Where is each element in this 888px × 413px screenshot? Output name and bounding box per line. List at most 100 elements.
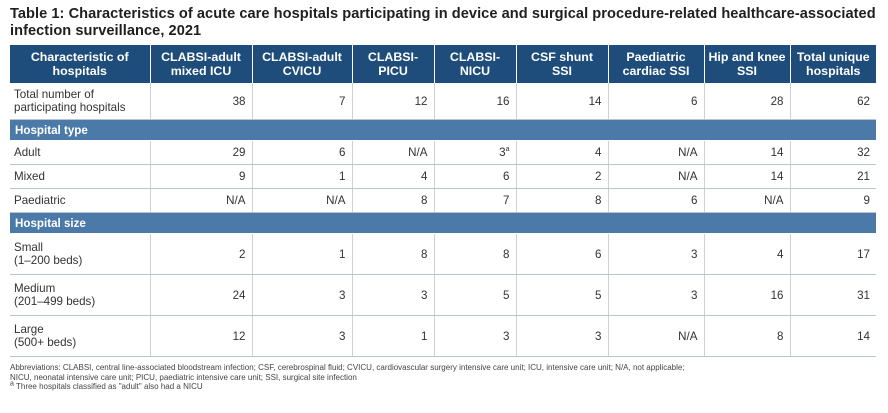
table-cell: 5 <box>434 274 517 316</box>
row-label: Adult <box>10 140 151 165</box>
table-cell: 6 <box>252 140 353 165</box>
table-cell: 1 <box>252 233 353 275</box>
table-cell: 1 <box>352 315 435 357</box>
footnotes: Abbreviations: CLABSI, central line-asso… <box>10 363 878 392</box>
table-cell: N/A <box>150 188 253 213</box>
section-label: Hospital type <box>10 119 876 141</box>
row-label: Mixed <box>10 164 151 189</box>
row-label-line1: Large <box>14 323 44 336</box>
footnote-a: a Three hospitals classified as "adult" … <box>10 380 878 392</box>
table-cell: 2 <box>516 164 609 189</box>
column-header: CLABSI-adult CVICU <box>252 45 353 83</box>
table-cell: 14 <box>516 83 609 120</box>
table-cell: 62 <box>790 83 876 120</box>
table-cell: 3 <box>352 274 435 316</box>
table-cell: 8 <box>434 233 517 275</box>
row-label: Total number of participating hospitals <box>10 83 151 120</box>
column-header: CSF shunt SSI <box>516 45 609 83</box>
table-row: Paediatric N/A N/A 8 7 8 6 N/A 9 <box>10 188 876 213</box>
table-row: Medium (201–499 beds) 24 3 3 5 5 3 16 31 <box>10 274 876 316</box>
row-label: Medium (201–499 beds) <box>10 274 151 316</box>
table-cell: 2 <box>150 233 253 275</box>
table-cell: 14 <box>704 164 791 189</box>
row-label: Paediatric <box>10 188 151 213</box>
row-label-line2: (500+ beds) <box>14 336 77 349</box>
cell-value: 3 <box>499 146 506 159</box>
column-header: Characteristic of hospitals <box>10 45 151 83</box>
table-cell: 4 <box>704 233 791 275</box>
row-label-line2: participating hospitals <box>14 101 126 114</box>
footnote-marker: a <box>505 146 510 154</box>
table-cell: N/A <box>608 315 705 357</box>
row-label-line1: Medium <box>14 282 56 295</box>
column-header: Paediatric cardiac SSI <box>608 45 705 83</box>
table-row: Adult 29 6 N/A 3a 4 N/A 14 32 <box>10 140 876 165</box>
table-cell: 3 <box>516 315 609 357</box>
row-label-line2: (201–499 beds) <box>14 295 96 308</box>
table-cell: N/A <box>352 140 435 165</box>
column-header: CLABSI-NICU <box>434 45 517 83</box>
table-cell: 3 <box>608 233 705 275</box>
table-title: Table 1: Characteristics of acute care h… <box>10 6 876 39</box>
table-cell: 1 <box>252 164 353 189</box>
table-header-row: Characteristic of hospitals CLABSI-adult… <box>10 45 876 83</box>
table-cell: 9 <box>790 188 876 213</box>
table-cell: N/A <box>252 188 353 213</box>
footnote-a-marker: a <box>10 380 14 388</box>
row-label-line1: Total number of <box>14 88 94 101</box>
table-cell: 17 <box>790 233 876 275</box>
table-cell: 6 <box>434 164 517 189</box>
table-row-total: Total number of participating hospitals … <box>10 83 876 120</box>
row-label-line1: Small <box>14 241 43 254</box>
table-cell: 24 <box>150 274 253 316</box>
table-cell: 3 <box>252 274 353 316</box>
table-cell: N/A <box>704 188 791 213</box>
table-cell: 3 <box>608 274 705 316</box>
table-cell: 8 <box>352 233 435 275</box>
column-header: Total unique hospitals <box>790 45 876 83</box>
table-cell: 4 <box>516 140 609 165</box>
table-cell: 12 <box>352 83 435 120</box>
row-label-line2: (1–200 beds) <box>14 254 83 267</box>
table-cell: 12 <box>150 315 253 357</box>
table-cell: 4 <box>352 164 435 189</box>
table-cell: 6 <box>608 83 705 120</box>
table-cell: 16 <box>704 274 791 316</box>
section-row-hospital-size: Hospital size <box>10 212 876 234</box>
table-cell: 21 <box>790 164 876 189</box>
section-label: Hospital size <box>10 212 876 234</box>
table-cell: 14 <box>704 140 791 165</box>
table-cell: 9 <box>150 164 253 189</box>
table-cell: 14 <box>790 315 876 357</box>
table-cell: 38 <box>150 83 253 120</box>
abbreviations-line1: Abbreviations: CLABSI, central line-asso… <box>10 363 685 372</box>
abbreviations-line2: NICU, neonatal intensive care unit; PICU… <box>10 372 357 382</box>
row-label: Small (1–200 beds) <box>10 233 151 275</box>
section-row-hospital-type: Hospital type <box>10 119 876 141</box>
table-cell: 8 <box>704 315 791 357</box>
table-cell: 7 <box>252 83 353 120</box>
table-cell: 3a <box>434 140 517 165</box>
table-cell: 16 <box>434 83 517 120</box>
table-cell: 32 <box>790 140 876 165</box>
table-row: Large (500+ beds) 12 3 1 3 3 N/A 8 14 <box>10 315 876 357</box>
column-header: Hip and knee SSI <box>704 45 791 83</box>
table-cell: 7 <box>434 188 517 213</box>
table-row: Mixed 9 1 4 6 2 N/A 14 21 <box>10 164 876 189</box>
footnote-a-text: Three hospitals classified as "adult" al… <box>13 382 203 392</box>
table-row: Small (1–200 beds) 2 1 8 8 6 3 4 17 <box>10 233 876 275</box>
table-cell: 6 <box>608 188 705 213</box>
hospital-characteristics-table: Characteristic of hospitals CLABSI-adult… <box>10 45 876 357</box>
table-cell: 31 <box>790 274 876 316</box>
table-cell: 3 <box>434 315 517 357</box>
table-cell: 8 <box>352 188 435 213</box>
table-cell: 29 <box>150 140 253 165</box>
table-cell: N/A <box>608 164 705 189</box>
table-cell: 8 <box>516 188 609 213</box>
column-header: CLABSI-PICU <box>352 45 435 83</box>
table-cell: N/A <box>608 140 705 165</box>
row-label: Large (500+ beds) <box>10 315 151 357</box>
table-cell: 5 <box>516 274 609 316</box>
column-header: CLABSI-adult mixed ICU <box>150 45 253 83</box>
